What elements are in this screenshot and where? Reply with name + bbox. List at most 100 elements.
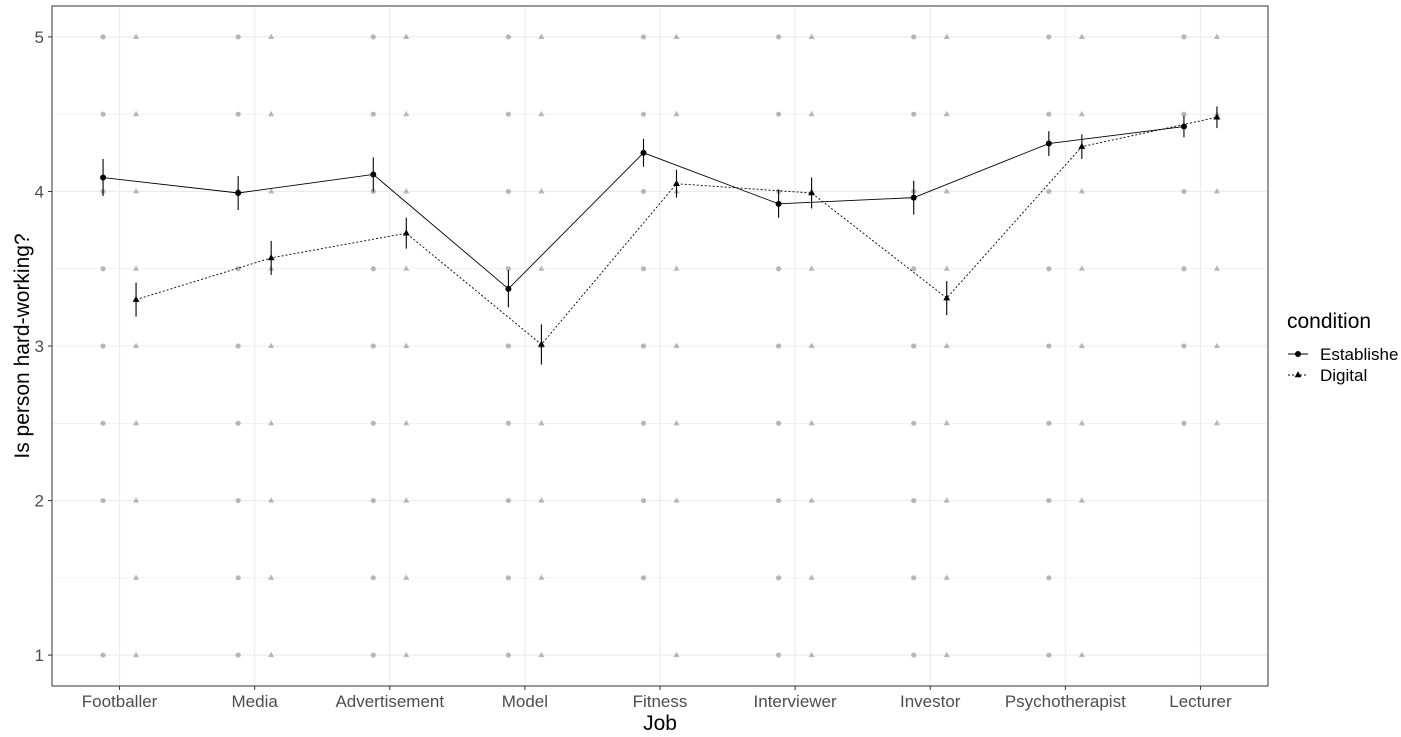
raw-point <box>776 652 782 658</box>
y-axis-title: Is person hard-working? <box>11 233 34 458</box>
raw-point <box>911 266 917 272</box>
raw-point <box>100 266 106 272</box>
raw-point <box>1078 342 1085 349</box>
x-tick-label: Psychotherapist <box>1005 692 1126 711</box>
raw-point <box>370 111 376 117</box>
raw-point <box>403 110 410 117</box>
mean-point <box>1078 142 1086 149</box>
raw-point <box>943 419 950 426</box>
raw-point <box>370 266 376 272</box>
mean-point <box>100 174 107 181</box>
raw-point <box>1181 420 1187 426</box>
legend-label-establishe: Establishe <box>1320 345 1398 364</box>
raw-point <box>673 33 680 39</box>
raw-point <box>100 34 106 40</box>
raw-point <box>505 111 511 117</box>
raw-point <box>943 342 950 349</box>
raw-point <box>235 343 241 349</box>
raw-point <box>776 420 782 426</box>
raw-point <box>1213 265 1221 271</box>
raw-point <box>911 343 917 349</box>
raw-point <box>100 420 106 426</box>
x-tick-label: Interviewer <box>754 692 837 711</box>
raw-point <box>1046 111 1052 117</box>
raw-point <box>1213 33 1221 39</box>
legend-key-marker <box>1295 351 1301 357</box>
raw-point <box>1046 575 1052 581</box>
raw-point <box>1046 420 1052 426</box>
x-tick-label: Fitness <box>633 692 688 711</box>
raw-point <box>370 497 376 504</box>
raw-point <box>100 111 106 117</box>
raw-point <box>403 497 410 503</box>
raw-point <box>132 497 140 503</box>
raw-point <box>505 266 511 272</box>
legend-title: condition <box>1287 310 1371 333</box>
raw-point <box>640 111 647 117</box>
raw-point <box>538 651 545 658</box>
raw-point <box>1078 419 1085 426</box>
raw-point <box>1046 343 1052 349</box>
mean-point <box>775 200 782 207</box>
raw-point <box>1181 34 1187 40</box>
raw-point <box>370 420 376 426</box>
x-tick-label: Model <box>502 692 548 711</box>
raw-point <box>640 266 647 272</box>
raw-point <box>673 651 680 658</box>
mean-point <box>370 171 377 178</box>
raw-point <box>1046 266 1052 272</box>
raw-point <box>538 33 545 39</box>
raw-point <box>100 652 106 658</box>
raw-point <box>943 110 950 117</box>
raw-point <box>268 651 275 658</box>
raw-point <box>776 343 782 349</box>
raw-point <box>403 651 410 658</box>
raw-point <box>808 110 815 117</box>
mean-point <box>910 194 917 201</box>
raw-point <box>505 420 511 426</box>
mean-point <box>537 340 545 347</box>
series <box>100 106 1221 365</box>
raw-point <box>100 343 106 349</box>
raw-point <box>911 111 917 117</box>
raw-point <box>268 110 275 117</box>
raw-point <box>132 33 140 39</box>
mean-point <box>402 229 410 236</box>
raw-point <box>808 651 815 658</box>
raw-point <box>1046 652 1052 658</box>
raw-point <box>911 420 917 426</box>
raw-point <box>235 575 241 581</box>
raw-point <box>1078 497 1085 503</box>
raw-point <box>538 110 545 117</box>
raw-points <box>100 33 1221 658</box>
raw-point <box>505 652 511 658</box>
raw-point <box>673 265 680 271</box>
mean-point <box>132 295 140 302</box>
raw-point <box>403 33 410 39</box>
axes: 1 2 3 4 5 Footballer Media Advertisement Model Fi… <box>35 28 1232 711</box>
raw-point <box>132 188 140 194</box>
raw-point <box>1181 266 1187 272</box>
raw-point <box>538 188 545 194</box>
grid <box>52 6 1268 686</box>
raw-point <box>268 188 275 194</box>
raw-point <box>538 265 545 271</box>
raw-point <box>132 574 140 580</box>
raw-point <box>370 575 376 581</box>
legend: condition Establishe Digital <box>1287 310 1398 385</box>
raw-point <box>911 34 917 40</box>
raw-point <box>1181 343 1187 349</box>
raw-point <box>808 342 815 349</box>
raw-point <box>640 34 647 40</box>
raw-point <box>911 497 917 504</box>
raw-point <box>1046 188 1052 195</box>
raw-point <box>268 419 275 426</box>
x-tick-label: Investor <box>900 692 961 711</box>
y-tick-label: 3 <box>35 337 44 356</box>
raw-point <box>370 34 376 40</box>
raw-point <box>403 265 410 271</box>
raw-point <box>673 342 680 349</box>
raw-point <box>132 342 140 349</box>
raw-point <box>100 497 106 504</box>
raw-point <box>808 265 815 271</box>
